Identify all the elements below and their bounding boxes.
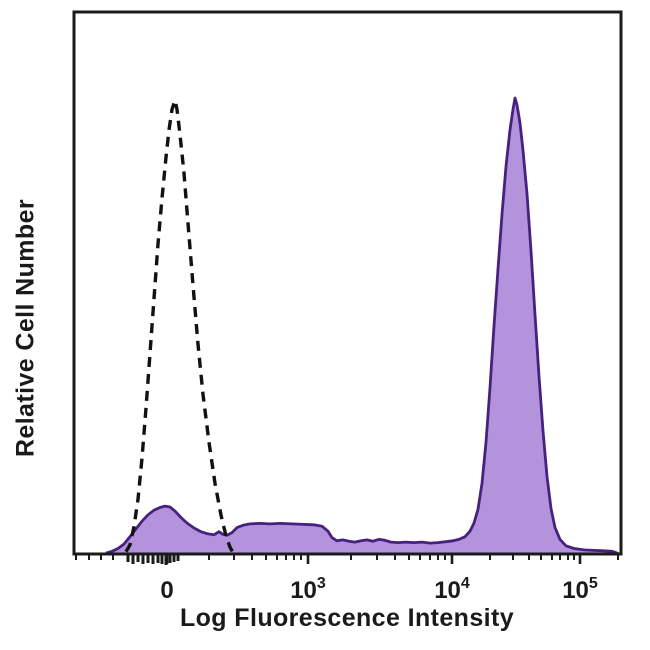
x-axis-label: Log Fluorescence Intensity [179,604,515,632]
x-tick-label: 0 [160,577,173,604]
x-tick-label: 103 [290,575,326,604]
y-axis-label: Relative Cell Number [11,198,40,458]
x-tick-label: 105 [562,575,598,604]
x-tick-label: 104 [434,575,470,604]
